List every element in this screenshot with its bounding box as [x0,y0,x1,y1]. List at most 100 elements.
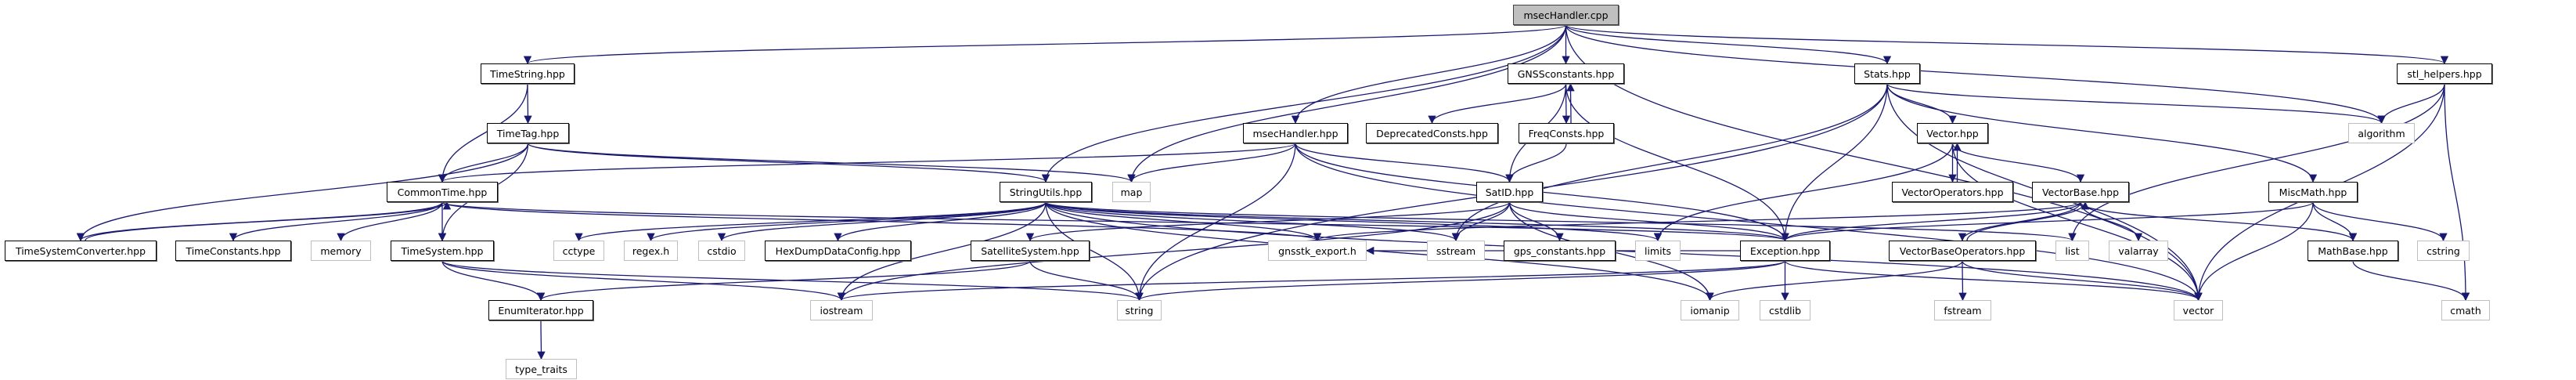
edge-stringutils-to-cstdio [717,201,1047,242]
node-cstring[interactable]: cstring [2417,241,2470,261]
node-gnsstk-export[interactable]: gnsstk_export.h [1268,241,1367,261]
edge-commontime-to-memory [337,201,443,242]
edge-timestring-to-commontime [438,83,528,183]
node-deprecatedconsts[interactable]: DeprecatedConsts.hpp [1366,123,1498,143]
node-hexdumpdataconfig[interactable]: HexDumpDataConfig.hpp [765,241,911,261]
node-list[interactable]: list [2055,241,2089,261]
node-commontime[interactable]: CommonTime.hpp [387,182,498,202]
edge-stats-to-vector [1886,83,1957,125]
edge-stringutils-to-iostream [837,201,1047,302]
edge-stringutils-to-string [1045,201,1144,302]
edge-timetag-to-timesystemconverter [76,143,529,242]
edge-miscmath-to-exception [1781,201,2314,242]
node-mathbase[interactable]: MathBase.hpp [2308,241,2398,261]
edge-freqconsts-to-satid [1505,143,1567,183]
edge-stats-to-algorithm [1886,83,2386,125]
node-algorithm[interactable]: algorithm [2348,123,2415,143]
edge-stl-helpers-to-algorithm [2377,83,2445,125]
edge-msechandler-cpp-to-stl-helpers [1565,24,2448,65]
edge-vectorbaseoperators-to-vector [1962,260,2203,302]
node-iostream[interactable]: iostream [810,300,873,320]
node-cctype[interactable]: cctype [553,241,604,261]
edge-stl-helpers-to-cmath [2444,83,2470,302]
node-gnssconstants[interactable]: GNSSconstants.hpp [1508,63,1624,84]
edge-mathbase-to-cmath [2352,260,2470,302]
node-string[interactable]: string [1117,300,1162,320]
node-timesystemconverter[interactable]: TimeSystemConverter.hpp [5,241,157,261]
node-memory[interactable]: memory [311,241,371,261]
edge-satellitesystem-to-enumiterator [537,260,1031,302]
node-regex-h[interactable]: regex.h [624,241,678,261]
edge-msechandler-cpp-to-msechandler-hpp [1291,24,1567,125]
node-fstream[interactable]: fstream [1934,300,1991,320]
node-cstdlib[interactable]: cstdlib [1760,300,1810,320]
node-msechandler-hpp[interactable]: msecHandler.hpp [1243,123,1348,143]
node-enumiterator[interactable]: EnumIterator.hpp [488,300,593,320]
node-vector[interactable]: vector [2174,300,2223,320]
edge-msechandler-hpp-to-satid [1295,143,1514,183]
node-satid[interactable]: SatID.hpp [1476,182,1543,202]
edge-exception-to-string [1135,260,1786,302]
edge-vector-to-vector [1951,143,2203,302]
edge-msechandler-cpp-to-algorithm [1565,24,2386,125]
node-exception[interactable]: Exception.hpp [1740,241,1830,261]
node-vectorbase[interactable]: VectorBase.hpp [2032,182,2129,202]
edge-gnssconstants-to-exception [1565,83,1789,242]
edge-freqconsts-to-gnssconstants [1566,82,1575,124]
node-miscmath[interactable]: MiscMath.hpp [2268,182,2358,202]
edge-msechandler-hpp-to-string [1135,143,1296,302]
edge-msechandler-cpp-to-stats [1565,24,1892,65]
edge-vectorbaseoperators-to-fstream [1958,260,1967,302]
edge-exception-to-vector [1784,260,2203,302]
edge-vectorbase-to-vectorbaseoperators [1958,201,2081,242]
node-stringutils[interactable]: StringUtils.hpp [1000,182,1092,202]
node-sstream[interactable]: sstream [1427,241,1485,261]
node-map[interactable]: map [1112,182,1151,202]
node-stats[interactable]: Stats.hpp [1854,63,1920,84]
node-freqconsts[interactable]: FreqConsts.hpp [1519,123,1614,143]
edge-vector-to-vectorbase [1951,143,2085,183]
node-cstdio[interactable]: cstdio [698,241,745,261]
node-satellitesystem[interactable]: SatelliteSystem.hpp [971,241,1090,261]
node-timestring[interactable]: TimeString.hpp [481,63,575,84]
edge-enumiterator-to-type-traits [537,320,546,360]
edge-msechandler-hpp-to-vector [1295,143,2203,302]
edge-satid-to-iostream [837,201,1511,302]
edge-timetag-to-map [527,143,1136,183]
node-stl-helpers[interactable]: stl_helpers.hpp [2397,63,2492,84]
edge-stl-helpers-to-list [2068,83,2445,242]
edge-msechandler-cpp-to-map [1127,24,1567,183]
edge-satid-to-sstream [1451,201,1511,242]
edge-stringutils-to-regex-h [647,201,1047,242]
edge-stringutils-to-gnsstk-export [1045,201,1322,242]
node-limits[interactable]: limits [1635,241,1681,261]
edge-satellitesystem-to-string [1029,260,1144,302]
edge-stringutils-to-exception [1045,201,1789,242]
node-gps-constants[interactable]: gps_constants.hpp [1504,241,1616,261]
node-cmath[interactable]: cmath [2441,300,2490,320]
node-timesystem[interactable]: TimeSystem.hpp [391,241,494,261]
edge-timesystem-to-enumiterator [441,260,546,302]
node-iomanip[interactable]: iomanip [1681,300,1739,320]
edge-msechandler-hpp-to-commontime [438,143,1296,183]
node-timeconstants[interactable]: TimeConstants.hpp [175,241,291,261]
edge-timetag-to-stringutils [527,143,1050,183]
node-vector[interactable]: Vector.hpp [1917,123,1988,143]
edge-timetag-to-commontime [438,143,529,183]
node-vectoroperators[interactable]: VectorOperators.hpp [1892,182,2013,202]
edge-satid-to-exception [1508,201,1789,242]
node-type-traits[interactable]: type_traits [506,359,577,379]
edge-msechandler-cpp-to-stringutils [1041,24,1567,183]
edge-vector-to-limits [1653,143,1954,242]
edge-vectorbase-to-mathbase [2080,201,2358,242]
node-timetag[interactable]: TimeTag.hpp [487,123,569,143]
node-valarray[interactable]: valarray [2109,241,2168,261]
edge-vectorbase-to-gnsstk-export [1313,201,2081,242]
edge-msechandler-cpp-to-timestring [524,24,1567,65]
edge-miscmath-to-cstring [2312,201,2448,242]
node-vectorbaseoperators[interactable]: VectorBaseOperators.hpp [1889,241,2036,261]
edge-stringutils-to-sstream [1045,201,1460,242]
node-msechandler-cpp[interactable]: msecHandler.cpp [1513,5,1619,25]
edge-stats-to-miscmath [1886,83,2318,183]
